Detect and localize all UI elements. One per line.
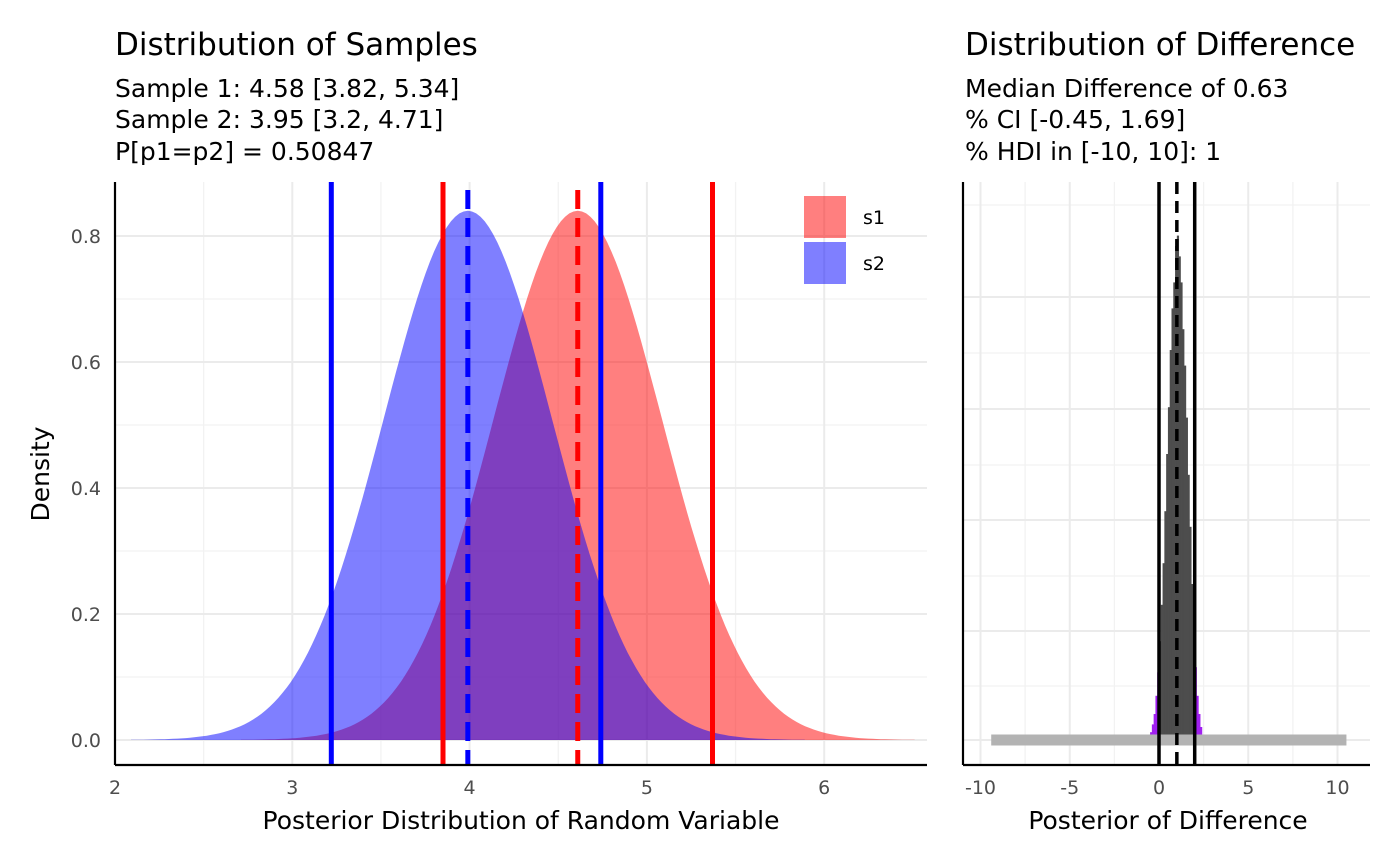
histogram-bar: [1191, 584, 1194, 740]
histogram-bar: [1180, 282, 1183, 740]
difference-tick-labels: -10 -5 0 5 10: [965, 777, 1350, 799]
x-tick-label: 10: [1325, 777, 1349, 799]
histogram-bar: [1183, 365, 1187, 740]
histogram-bar: [1153, 714, 1156, 740]
histogram-bar: [1189, 526, 1192, 740]
x-tick-label: 0: [1153, 777, 1165, 799]
samples-density-areas: [131, 210, 915, 741]
samples-x-axis-label: Posterior Distribution of Random Variabl…: [263, 806, 780, 835]
legend-swatch-s1: [804, 196, 846, 238]
histogram-bar: [1200, 727, 1203, 740]
x-tick-label: 3: [286, 777, 298, 799]
difference-ci-median-lines: [1157, 182, 1197, 765]
histogram-bar: [1169, 350, 1172, 740]
histogram-bar: [1155, 695, 1158, 740]
samples-legend: s1 s2: [804, 196, 885, 284]
samples-subtitle-line-3: P[p1=p2] = 0.50847: [115, 137, 374, 166]
samples-axes: [113, 182, 927, 767]
histogram-bar: [1166, 454, 1169, 740]
x-tick-label: 4: [464, 777, 476, 799]
legend-label-s2: s2: [863, 253, 885, 275]
samples-subtitle-line-1: Sample 1: 4.58 [3.82, 5.34]: [115, 74, 459, 103]
samples-title: Distribution of Samples: [115, 27, 478, 63]
y-tick-label: 0.6: [71, 352, 101, 374]
histogram-bar: [1182, 329, 1185, 740]
difference-histogram-bars: [1148, 235, 1205, 740]
histogram-bar: [1160, 604, 1163, 740]
x-tick-label: 2: [109, 777, 121, 799]
histogram-bar: [1162, 563, 1165, 740]
difference-subtitle-line-1: Median Difference of 0.63: [965, 74, 1288, 103]
difference-axes: [961, 182, 1370, 767]
histogram-bar: [1167, 407, 1171, 740]
histogram-bar: [1185, 417, 1188, 740]
x-tick-label: 6: [818, 777, 830, 799]
x-tick-label: 5: [641, 777, 653, 799]
x-tick-label: -5: [1060, 777, 1079, 799]
x-tick-label: -10: [965, 777, 996, 799]
samples-ci-median-lines: [328, 182, 716, 765]
histogram-bar: [1171, 308, 1174, 740]
difference-title: Distribution of Difference: [965, 27, 1355, 63]
histogram-bar: [1178, 256, 1181, 740]
histogram-bar: [1173, 282, 1176, 740]
histogram-bar: [1151, 724, 1155, 740]
samples-subtitle-line-2: Sample 2: 3.95 [3.2, 4.71]: [115, 105, 443, 134]
y-tick-label: 0.4: [71, 478, 101, 500]
y-tick-label: 0.2: [71, 604, 101, 626]
histogram-bar: [1198, 714, 1201, 740]
y-tick-label: 0.0: [71, 730, 101, 752]
y-tick-label: 0.8: [71, 226, 101, 248]
samples-y-axis-label: Density: [26, 426, 55, 521]
histogram-bar: [1164, 511, 1167, 740]
x-tick-label: 5: [1242, 777, 1254, 799]
difference-subtitle-line-2: % CI [-0.45, 1.69]: [965, 105, 1185, 134]
difference-subtitle-line-3: % HDI in [-10, 10]: 1: [965, 137, 1221, 166]
legend-label-s1: s1: [863, 207, 885, 229]
legend-swatch-s2: [804, 242, 846, 284]
difference-x-axis-label: Posterior of Difference: [1028, 806, 1307, 835]
samples-tick-labels: 2 3 4 5 6 0.0 0.2 0.4 0.6 0.8: [71, 226, 830, 799]
histogram-bar: [1196, 695, 1199, 740]
histogram-bar: [1187, 474, 1190, 740]
